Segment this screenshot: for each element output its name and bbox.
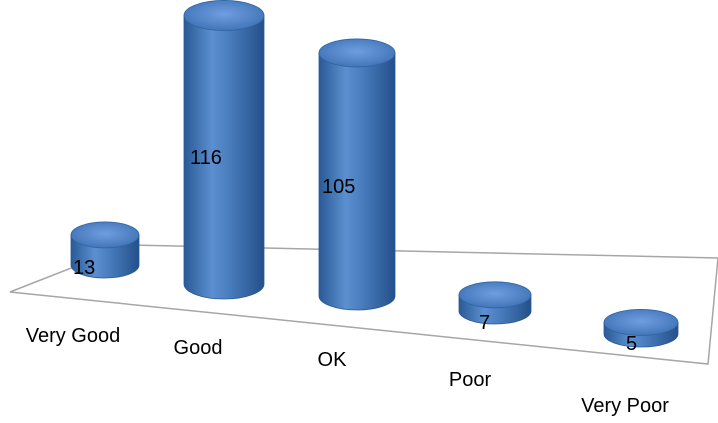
bar-ok <box>318 38 396 311</box>
data-label-ok: 105 <box>322 176 355 198</box>
bar-good <box>183 0 265 300</box>
category-label-ok: OK <box>318 349 348 371</box>
data-label-good: 116 <box>190 147 222 169</box>
data-label-very-good: 13 <box>73 257 95 279</box>
bar-top-cap <box>603 309 679 336</box>
bar-top-cap <box>70 221 140 249</box>
bar-poor <box>458 281 532 325</box>
data-label-poor: 7 <box>479 312 490 334</box>
category-label-poor: Poor <box>449 369 492 391</box>
bars-group <box>70 0 679 348</box>
category-labels-group: Very Good Good OK Poor Very Poor <box>26 325 670 417</box>
bar-top-cap <box>183 0 265 31</box>
bar-body <box>183 15 265 300</box>
category-label-good: Good <box>174 337 223 359</box>
bar-top-cap <box>318 38 396 68</box>
bar-very-poor <box>603 309 679 348</box>
data-labels-group: 13 116 105 7 5 <box>73 147 637 355</box>
category-label-very-poor: Very Poor <box>581 395 669 417</box>
data-label-very-poor: 5 <box>626 333 637 355</box>
bar-very-good <box>70 221 140 279</box>
bar-body <box>318 52 396 311</box>
category-label-very-good: Very Good <box>26 325 121 347</box>
bar-top-cap <box>458 281 532 309</box>
